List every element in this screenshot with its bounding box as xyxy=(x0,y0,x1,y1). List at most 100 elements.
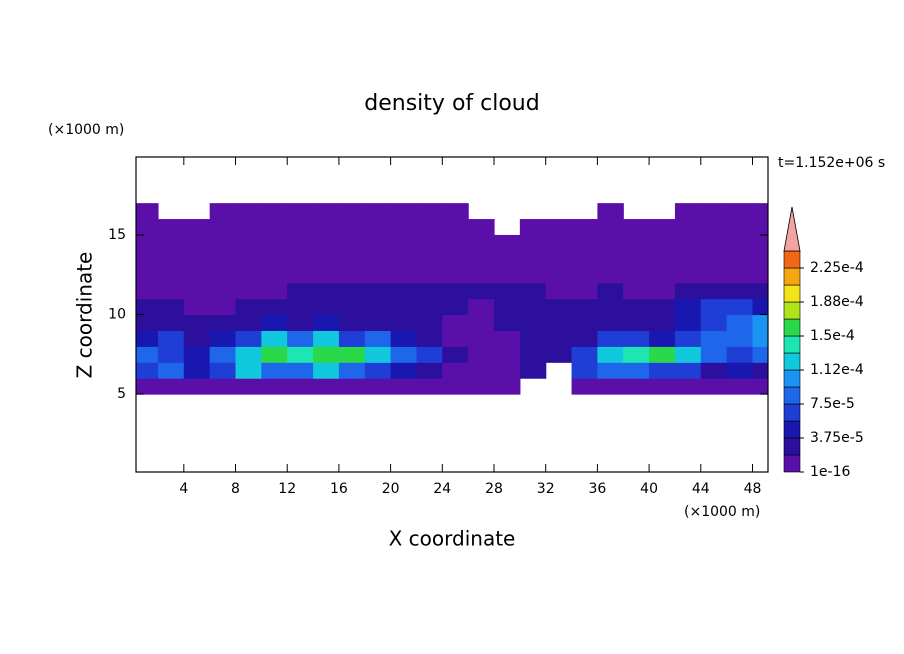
contour-cell xyxy=(390,314,418,332)
contour-cell xyxy=(157,330,185,347)
contour-cell xyxy=(597,219,624,236)
contour-cell xyxy=(545,219,573,236)
contour-cell xyxy=(726,346,754,363)
contour-cell xyxy=(136,282,159,300)
contour-cell xyxy=(571,250,598,268)
contour-cell xyxy=(338,266,366,284)
contour-cell xyxy=(442,298,469,316)
colorbar-band xyxy=(783,369,801,388)
contour-cell xyxy=(752,282,768,300)
y-axis-title: Z coordinate xyxy=(73,252,97,379)
contour-cell xyxy=(597,314,624,332)
x-tick-label: 4 xyxy=(179,481,188,497)
contour-cell xyxy=(287,203,314,220)
contour-cell xyxy=(519,346,547,363)
contour-cell xyxy=(700,203,728,220)
colorbar-band xyxy=(783,454,801,473)
contour-cell xyxy=(726,314,754,332)
contour-cell xyxy=(261,234,288,252)
x-tick-label: 48 xyxy=(744,481,762,497)
contour-cell xyxy=(700,378,728,395)
contour-cell xyxy=(287,346,314,363)
contour-cell xyxy=(752,298,768,316)
contour-cell xyxy=(364,330,392,347)
contour-cell xyxy=(313,330,340,347)
contour-cell xyxy=(235,298,262,316)
contour-cell xyxy=(519,362,547,379)
contour-cell xyxy=(468,282,495,300)
contour-cell xyxy=(338,219,366,236)
contour-cell xyxy=(519,330,547,347)
contour-cell xyxy=(136,219,159,236)
contour-cell xyxy=(136,203,159,220)
contour-cell xyxy=(364,234,392,252)
colorbar-band xyxy=(783,352,801,371)
contour-cell xyxy=(597,362,624,379)
contour-field xyxy=(136,203,768,395)
contour-cell xyxy=(287,250,314,268)
contour-cell xyxy=(390,282,418,300)
contour-cell xyxy=(364,298,392,316)
contour-cell xyxy=(442,314,469,332)
contour-cell xyxy=(416,378,443,395)
contour-cell xyxy=(700,314,728,332)
colorbar-band xyxy=(783,386,801,405)
x-tick-label: 16 xyxy=(330,481,348,497)
contour-cell xyxy=(157,378,185,395)
contour-cell xyxy=(416,298,443,316)
contour-cell xyxy=(338,203,366,220)
contour-cell xyxy=(313,298,340,316)
contour-cell xyxy=(468,266,495,284)
contour-cell xyxy=(261,378,288,395)
contour-cell xyxy=(338,298,366,316)
contour-cell xyxy=(494,234,521,252)
contour-cell xyxy=(416,314,443,332)
contour-cell xyxy=(364,250,392,268)
contour-cell xyxy=(390,203,418,220)
colorbar-tick-label: 1e-16 xyxy=(810,464,850,480)
contour-cell xyxy=(623,346,650,363)
contour-cell xyxy=(209,219,237,236)
contour-cell xyxy=(623,250,650,268)
contour-cell xyxy=(752,314,768,332)
contour-cell xyxy=(157,219,185,236)
contour-cell xyxy=(649,378,676,395)
contour-cell xyxy=(390,219,418,236)
contour-cell xyxy=(338,314,366,332)
contour-cell xyxy=(519,282,547,300)
contour-cell xyxy=(261,298,288,316)
colorbar-band xyxy=(783,420,801,439)
colorbar-tick-label: 1.12e-4 xyxy=(810,362,864,378)
contour-cell xyxy=(416,234,443,252)
contour-cell xyxy=(623,362,650,379)
contour-cell xyxy=(390,330,418,347)
time-label: t=1.152e+06 s xyxy=(778,155,885,171)
colorbar-band xyxy=(783,250,801,269)
contour-cell xyxy=(597,330,624,347)
y-tick-label: 5 xyxy=(117,386,126,402)
contour-cell xyxy=(649,250,676,268)
contour-cell xyxy=(183,219,211,236)
contour-cell xyxy=(416,219,443,236)
contour-cell xyxy=(338,330,366,347)
colorbar-band xyxy=(783,335,801,354)
contour-cell xyxy=(183,378,211,395)
x-tick-label: 36 xyxy=(588,481,606,497)
contour-cell xyxy=(494,314,521,332)
contour-cell xyxy=(468,378,495,395)
contour-cell xyxy=(649,346,676,363)
contour-cell xyxy=(235,346,262,363)
contour-cell xyxy=(235,314,262,332)
contour-cell xyxy=(545,234,573,252)
contour-cell xyxy=(209,234,237,252)
contour-cell xyxy=(209,362,237,379)
contour-cell xyxy=(157,314,185,332)
contour-cell xyxy=(390,266,418,284)
contour-cell xyxy=(623,378,650,395)
contour-cell xyxy=(752,234,768,252)
contour-cell xyxy=(157,250,185,268)
contour-cell xyxy=(597,282,624,300)
contour-cell xyxy=(209,330,237,347)
contour-cell xyxy=(726,266,754,284)
